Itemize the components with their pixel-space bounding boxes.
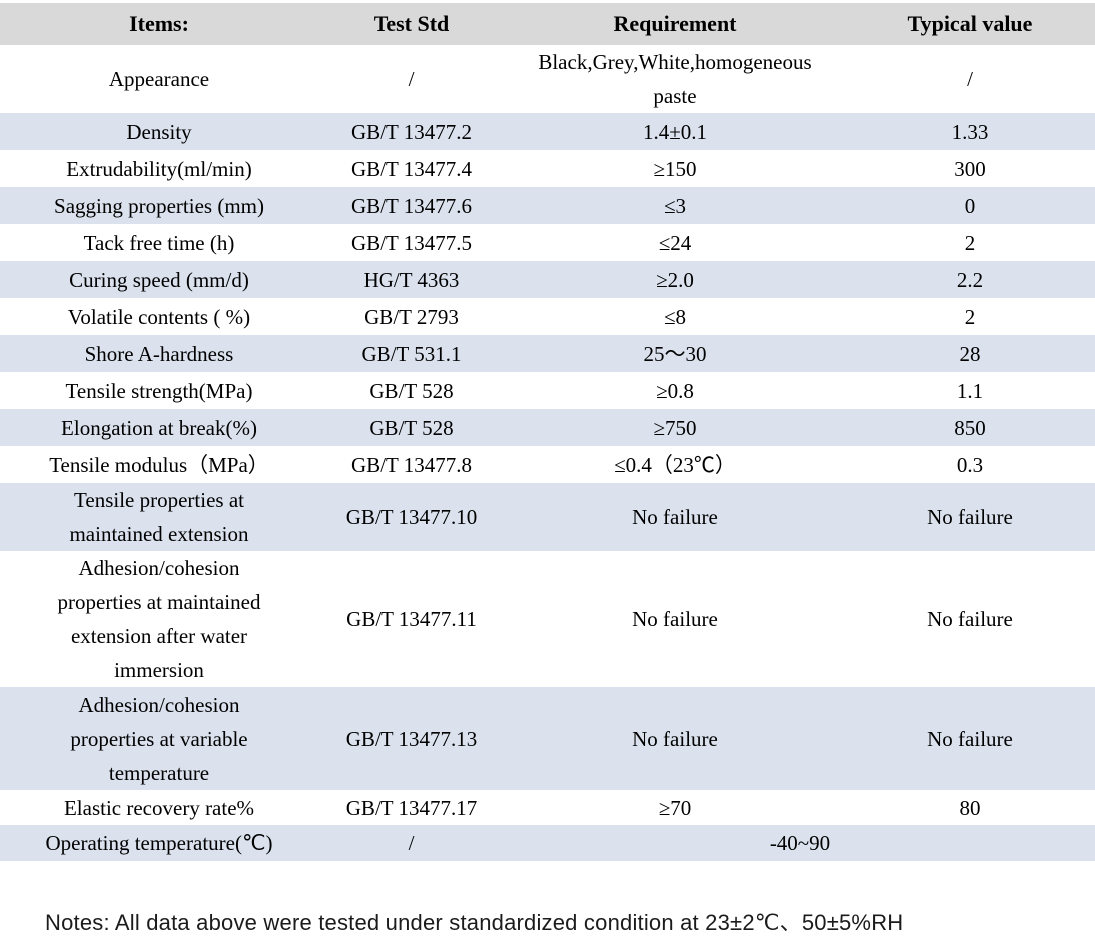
cell-item: Density [0, 113, 318, 150]
cell-item: Adhesion/cohesion properties at variable… [0, 687, 318, 790]
table-row-appearance: Appearance / Black,Grey,White,homogeneou… [0, 45, 1095, 113]
table-row-elongation-at-break: Elongation at break(%) GB/T 528 ≥750 850 [0, 409, 1095, 446]
table-header-row: Items: Test Std Requirement Typical valu… [0, 3, 1095, 45]
cell-requirement: No failure [632, 607, 718, 631]
table-row-shore-a-hardness: Shore A-hardness GB/T 531.1 25～30 28 [0, 335, 1095, 372]
cell-typical: 1.1 [956, 378, 984, 403]
cell-test-std: GB/T 13477.17 [345, 795, 478, 820]
cell-item: Curing speed (mm/d) [0, 261, 318, 298]
cell-requirement: ≤8 [663, 304, 687, 329]
table-row-elastic-recovery-rate: Elastic recovery rate% GB/T 13477.17 ≥70… [0, 790, 1095, 825]
cell-typical: 300 [954, 156, 986, 181]
col-header-test-std: Test Std [318, 3, 505, 45]
spec-table: Items: Test Std Requirement Typical valu… [0, 3, 1095, 861]
cell-typical: / [967, 67, 973, 91]
cell-test-std: GB/T 531.1 [318, 335, 505, 372]
cell-test-std: GB/T 13477.4 [351, 156, 472, 181]
cell-requirement: 1.4±0.1 [505, 113, 845, 150]
table-row-tensile-modulus: Tensile modulus（MPa） GB/T 13477.8 ≤0.4（2… [0, 446, 1095, 483]
cell-requirement: No failure [505, 483, 845, 551]
cell-requirement: ≥70 [658, 795, 692, 820]
cell-test-std: GB/T 13477.11 [346, 607, 477, 631]
col-header-requirement: Requirement [505, 3, 845, 45]
cell-typical: No failure [845, 483, 1095, 551]
cell-test-std: / [408, 67, 415, 91]
cell-requirement: No failure [505, 687, 845, 790]
cell-item: Tensile properties at maintained extensi… [0, 483, 318, 551]
cell-item: Operating temperature(℃) [0, 825, 318, 861]
col-header-items: Items: [0, 3, 318, 45]
cell-test-std: GB/T 13477.8 [351, 452, 472, 477]
table-row-volatile-contents: Volatile contents ( %) GB/T 2793 ≤8 2 [0, 298, 1095, 335]
cell-typical: 0.3 [956, 452, 984, 477]
cell-typical: 0 [845, 187, 1095, 224]
notes-text: Notes: All data above were tested under … [45, 910, 904, 935]
cell-typical: 80 [959, 795, 981, 820]
table-row-tensile-strength: Tensile strength(MPa) GB/T 528 ≥0.8 1.1 [0, 372, 1095, 409]
table-row-adhesion-cohesion-water-immersion: Adhesion/cohesion properties at maintain… [0, 551, 1095, 687]
cell-requirement: ≤0.4（23℃） [614, 452, 736, 477]
cell-item: Adhesion/cohesion properties at maintain… [57, 556, 261, 682]
cell-test-std: GB/T 2793 [364, 304, 459, 329]
table-row-tack-free-time: Tack free time (h) GB/T 13477.5 ≤24 2 [0, 224, 1095, 261]
cell-typical: No failure [845, 687, 1095, 790]
cell-typical: 850 [845, 409, 1095, 446]
cell-test-std: GB/T 13477.10 [318, 483, 505, 551]
table-row-adhesion-cohesion-variable-temperature: Adhesion/cohesion properties at variable… [0, 687, 1095, 790]
table-row-curing-speed: Curing speed (mm/d) HG/T 4363 ≥2.0 2.2 [0, 261, 1095, 298]
cell-test-std: GB/T 13477.13 [318, 687, 505, 790]
cell-requirement: 25～30 [505, 335, 845, 372]
cell-test-std: GB/T 528 [369, 378, 454, 403]
cell-requirement: Black,Grey,White,homogeneous paste [538, 50, 812, 108]
cell-item: Extrudability(ml/min) [66, 156, 252, 181]
cell-test-std: HG/T 4363 [318, 261, 505, 298]
cell-requirement: ≥150 [653, 156, 697, 181]
table-row-sagging-properties: Sagging properties (mm) GB/T 13477.6 ≤3 … [0, 187, 1095, 224]
cell-test-std: GB/T 13477.2 [318, 113, 505, 150]
cell-typical: 1.33 [845, 113, 1095, 150]
cell-typical: No failure [927, 607, 1013, 631]
cell-item: Appearance [108, 67, 210, 91]
cell-item: Tack free time (h) [83, 230, 235, 255]
table-row-extrudability: Extrudability(ml/min) GB/T 13477.4 ≥150 … [0, 150, 1095, 187]
cell-typical: 2.2 [845, 261, 1095, 298]
table-row-density: Density GB/T 13477.2 1.4±0.1 1.33 [0, 113, 1095, 150]
cell-item: Shore A-hardness [0, 335, 318, 372]
cell-test-std: GB/T 13477.6 [318, 187, 505, 224]
cell-item: Tensile strength(MPa) [65, 378, 253, 403]
cell-requirement: ≥0.8 [656, 378, 694, 403]
cell-requirement: ≤3 [505, 187, 845, 224]
col-header-typical-value: Typical value [845, 3, 1095, 45]
cell-item: Elongation at break(%) [0, 409, 318, 446]
table-row-tensile-properties-maintained-extension: Tensile properties at maintained extensi… [0, 483, 1095, 551]
cell-item: Volatile contents ( %) [67, 304, 251, 329]
cell-typical: 28 [845, 335, 1095, 372]
cell-typical: 2 [964, 304, 976, 329]
cell-test-std: / [318, 825, 505, 861]
table-row-operating-temperature: Operating temperature(℃) / -40~90 [0, 825, 1095, 861]
cell-item: Elastic recovery rate% [63, 795, 255, 820]
cell-requirement: ≥750 [505, 409, 845, 446]
cell-item: Tensile modulus（MPa） [49, 452, 269, 477]
cell-typical: 2 [964, 230, 976, 255]
cell-test-std: GB/T 13477.5 [351, 230, 472, 255]
cell-requirement-merged: -40~90 [505, 825, 1095, 861]
cell-test-std: GB/T 528 [318, 409, 505, 446]
cell-requirement: ≤24 [658, 230, 692, 255]
cell-item: Sagging properties (mm) [0, 187, 318, 224]
cell-requirement: ≥2.0 [505, 261, 845, 298]
